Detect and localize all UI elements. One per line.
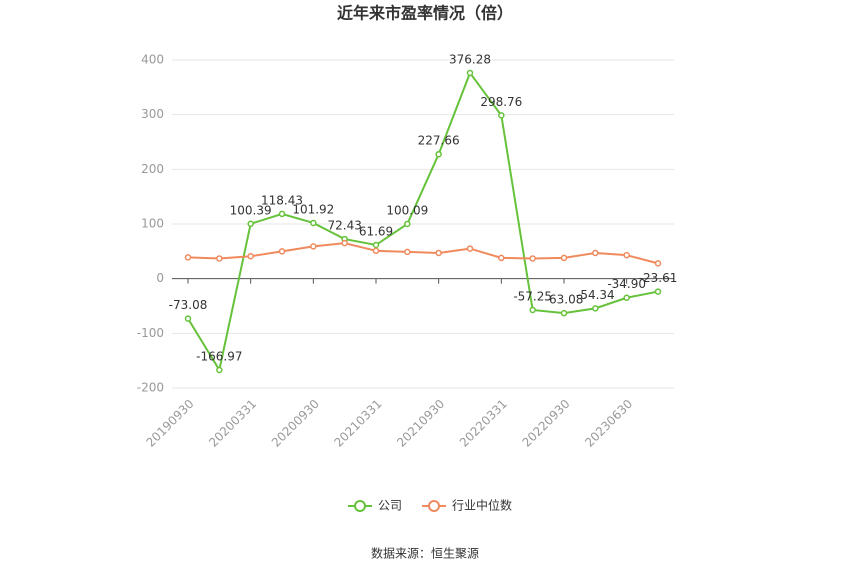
- point: [310, 219, 317, 227]
- y-tick-label: 300: [141, 107, 164, 121]
- point: [560, 254, 568, 262]
- legend-label: 公司: [378, 499, 402, 513]
- x-tick-label: 20220930: [520, 397, 573, 450]
- value-label: -63.08: [545, 293, 584, 307]
- point: [372, 241, 380, 249]
- source-note: 数据来源：恒生聚源: [371, 546, 479, 561]
- point: [654, 288, 662, 295]
- point: [623, 294, 630, 301]
- point: [278, 210, 286, 218]
- point: [372, 247, 380, 255]
- value-label: -54.34: [576, 288, 615, 302]
- point: [592, 249, 599, 257]
- point: [278, 248, 286, 255]
- point: [592, 305, 599, 312]
- point: [404, 220, 411, 228]
- point: [247, 220, 254, 228]
- x-tick-label: 20230630: [582, 397, 635, 450]
- y-tick-label: 400: [141, 53, 164, 67]
- point: [341, 239, 348, 247]
- value-label: -166.97: [196, 349, 242, 363]
- point: [466, 69, 474, 77]
- point: [184, 315, 192, 322]
- point: [529, 306, 536, 314]
- value-label: 101.92: [292, 202, 334, 216]
- chart-title: 近年来市盈率情况（倍）: [337, 4, 513, 23]
- x-tick-label: 20210331: [332, 397, 385, 450]
- y-tick-label: 0: [156, 271, 164, 285]
- point: [654, 260, 662, 267]
- value-label: -57.25: [513, 289, 552, 303]
- point: [498, 254, 505, 262]
- series-line: [187, 242, 659, 265]
- point: [560, 309, 568, 317]
- legend-label: 行业中位数: [452, 498, 512, 513]
- x-tick-label: 20220331: [457, 397, 510, 450]
- value-label: -34.90: [607, 277, 646, 291]
- value-label: 100.09: [386, 203, 428, 217]
- value-label: 72.43: [327, 219, 361, 233]
- x-tick-label: 20200930: [269, 397, 322, 450]
- legend-marker: [354, 500, 366, 512]
- y-tick-label: -100: [137, 326, 164, 340]
- point: [435, 249, 442, 257]
- point: [529, 255, 536, 262]
- point: [184, 254, 192, 261]
- y-tick-label: 100: [141, 217, 164, 231]
- y-tick-label: -200: [137, 381, 164, 395]
- value-label: 118.43: [261, 193, 303, 207]
- point: [310, 243, 317, 250]
- point: [247, 253, 254, 260]
- x-tick-label: 20190930: [144, 397, 197, 450]
- value-label: 61.69: [359, 224, 393, 238]
- value-label: -73.08: [169, 298, 208, 312]
- x-tick-label: 20200331: [206, 397, 259, 450]
- point: [435, 150, 442, 158]
- point: [623, 251, 630, 259]
- x-tick-label: 20210930: [394, 397, 447, 450]
- value-label: 298.76: [480, 95, 522, 109]
- legend-marker: [428, 500, 441, 512]
- point: [404, 248, 411, 256]
- point: [216, 255, 223, 262]
- y-tick-label: 200: [141, 162, 164, 176]
- point: [216, 366, 223, 374]
- point: [466, 245, 474, 252]
- value-label: 227.66: [418, 134, 460, 148]
- value-label: 100.39: [230, 203, 272, 217]
- point: [498, 112, 505, 119]
- value-label: -23.61: [639, 271, 678, 285]
- series-line: [187, 70, 659, 373]
- value-label: 376.28: [449, 52, 491, 66]
